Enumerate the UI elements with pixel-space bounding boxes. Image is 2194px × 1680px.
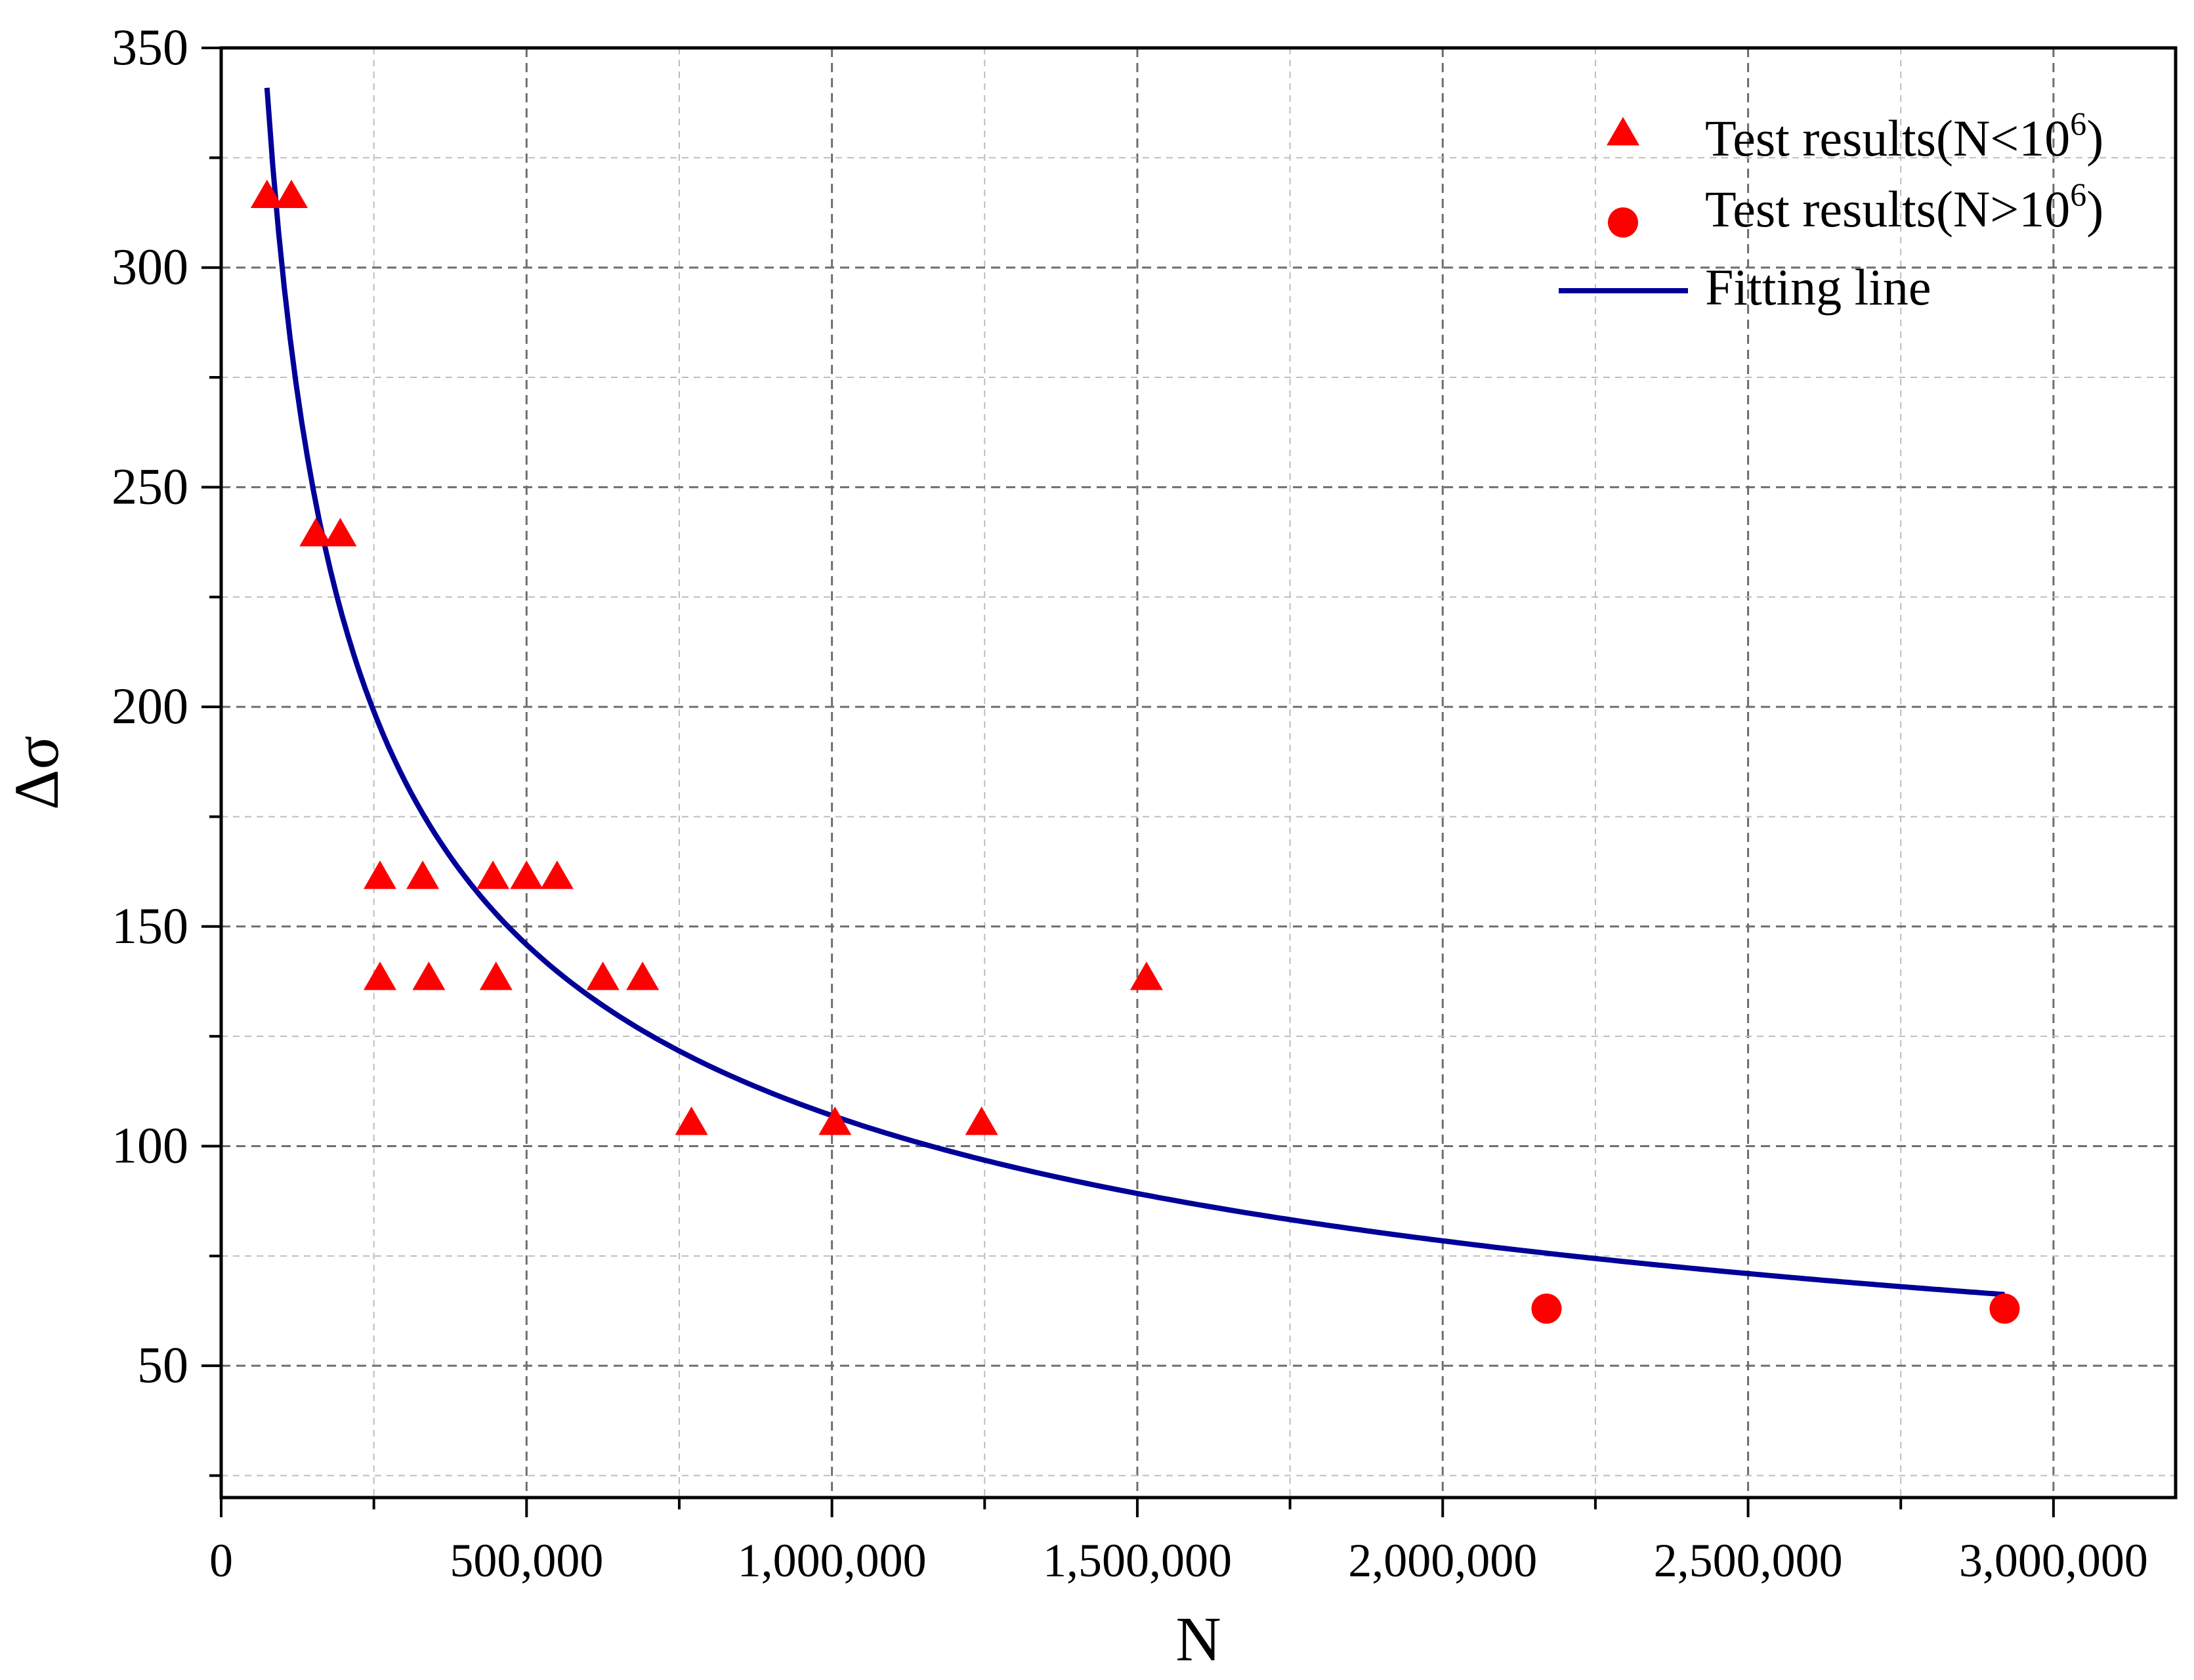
triangle-point: [586, 961, 620, 990]
axis-labels: 0 500,000 1,000,000 1,500,000 2,000,000 2,500…: [1, 18, 2148, 1674]
y-tick-label: 200: [112, 677, 188, 734]
triangle-point: [476, 860, 510, 889]
y-tick-label: 50: [137, 1336, 188, 1393]
circle-point: [1531, 1293, 1562, 1324]
triangle-point: [363, 961, 396, 990]
triangle-point: [363, 860, 396, 889]
y-tick-label: 250: [112, 457, 188, 514]
legend-label-fitting-line: Fitting line: [1705, 259, 1931, 316]
y-tick-label: 150: [112, 897, 188, 954]
triangle-point: [540, 860, 574, 889]
triangle-point: [406, 860, 440, 889]
legend-label-below: Test results(N<106): [1705, 105, 2103, 167]
legend-label-close: ): [2086, 180, 2103, 238]
x-tick-label: 2,000,000: [1348, 1534, 1537, 1587]
x-axis-title: N: [1175, 1604, 1221, 1674]
triangle-point: [479, 961, 513, 990]
legend-label-close: ): [2086, 110, 2103, 167]
x-tick-label: 2,500,000: [1654, 1534, 1843, 1587]
circle-point: [1989, 1293, 2020, 1324]
data-points: [250, 179, 2020, 1324]
triangle-point: [965, 1106, 998, 1135]
x-tick-label: 0: [209, 1534, 233, 1587]
y-axis-title: Δσ: [1, 736, 72, 810]
legend-triangle-marker: [1607, 117, 1639, 146]
triangle-point: [510, 860, 543, 889]
axis-ticks: [201, 47, 2055, 1517]
fitting-line: [264, 87, 2005, 1297]
fitting-line-layer: [264, 87, 2005, 1297]
triangle-point: [675, 1106, 708, 1135]
triangle-point: [275, 179, 308, 209]
legend-label-superscript: 6: [2070, 105, 2086, 142]
triangle-point: [818, 1106, 852, 1135]
triangle-point: [626, 961, 660, 990]
triangle-point: [412, 961, 446, 990]
legend-label-above: Test results(N>106): [1705, 176, 2103, 238]
triangle-point: [324, 518, 357, 547]
y-tick-label: 350: [112, 18, 188, 75]
legend-label-text: Test results(N>10: [1705, 180, 2070, 238]
triangle-point: [1129, 961, 1163, 990]
legend-circle-marker: [1608, 207, 1638, 238]
x-tick-label: 1,500,000: [1043, 1534, 1232, 1587]
triangle-point: [299, 518, 333, 547]
x-tick-label: 3,000,000: [1959, 1534, 2148, 1587]
y-tick-label: 300: [112, 238, 188, 295]
x-tick-label: 500,000: [450, 1534, 603, 1587]
legend-label-text: Test results(N<10: [1705, 110, 2070, 167]
triangle-point: [250, 179, 284, 209]
x-tick-label: 1,000,000: [738, 1534, 927, 1587]
legend-label-superscript: 6: [2070, 176, 2086, 213]
y-tick-label: 100: [112, 1116, 188, 1173]
plot-frame: [219, 46, 2178, 1500]
grid: [221, 48, 2176, 1498]
legend: Test results(N<106)Test results(N>106)Fi…: [1559, 105, 2103, 316]
